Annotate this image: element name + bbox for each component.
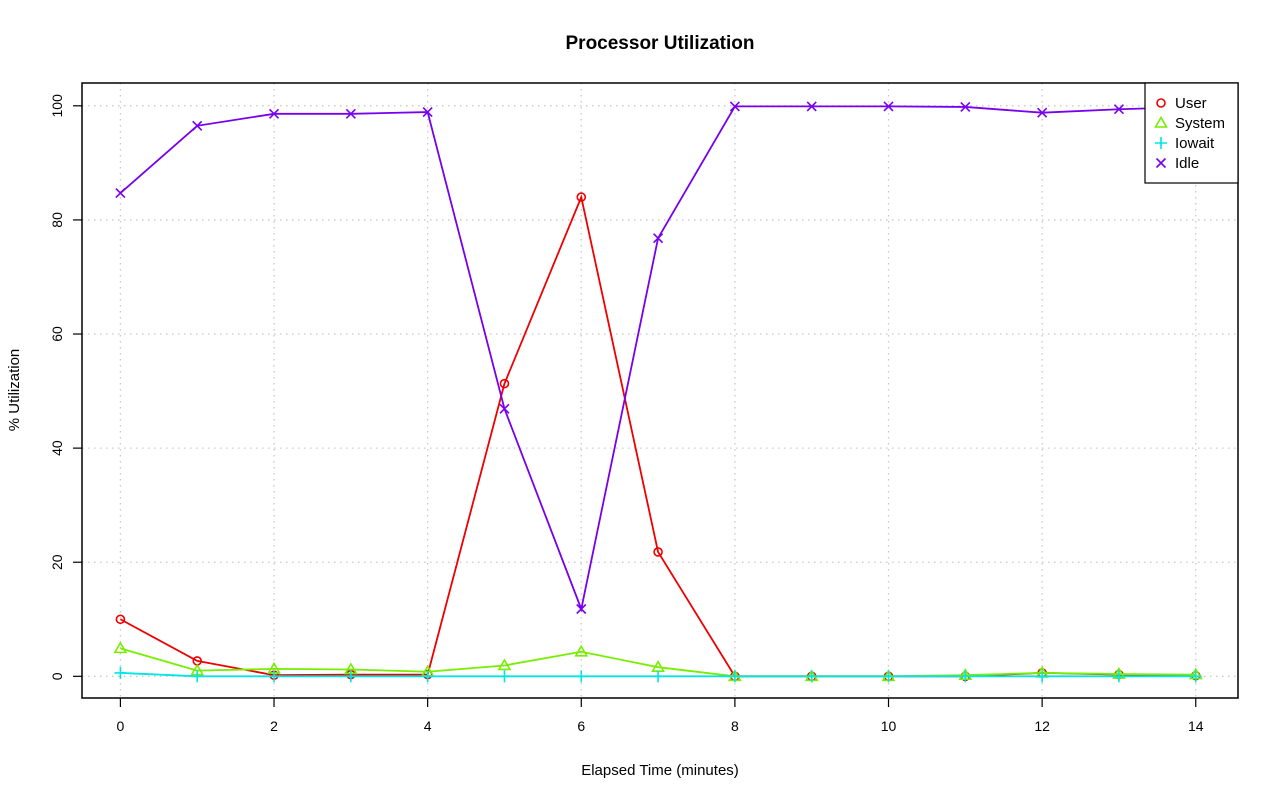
point-idle [115,188,126,199]
series-line-idle [119,105,1196,613]
series-layer [113,101,1203,683]
y-tick-label: 100 [49,94,65,118]
x-axis-label: Elapsed Time (minutes) [581,762,739,779]
axes: 0 2 4 6 8 10 12 14 0 20 40 60 80 100 [49,94,1204,734]
y-tick-label: 60 [49,326,65,342]
point-iowait [652,670,665,683]
point-idle [345,108,356,119]
legend-label-user: User [1175,95,1207,112]
legend-label-idle: Idle [1175,155,1199,172]
y-axis-label: % Utilization [6,349,23,432]
series-line-user [119,194,1196,678]
x-tick-label: 0 [117,718,125,734]
point-iowait [728,670,741,683]
point-iowait [498,670,511,683]
point-idle [653,233,664,244]
x-tick-label: 6 [577,718,585,734]
chart-title: Processor Utilization [566,33,755,54]
point-idle [1113,104,1125,115]
point-user [576,192,587,202]
point-system [497,658,512,671]
x-tick-label: 2 [270,718,278,734]
legend-marker-user [1156,98,1166,108]
point-iowait [421,670,434,683]
point-iowait [575,670,588,683]
y-tick-label: 40 [49,440,65,456]
series-iowait [114,666,1202,683]
point-user [499,378,510,389]
point-iowait [114,666,127,679]
point-system [574,644,589,657]
point-iowait [959,670,972,683]
legend-marker-system [1154,115,1168,128]
legend: User System Iowait Idle [1144,82,1239,184]
x-tick-label: 14 [1188,718,1204,734]
point-idle [1037,107,1048,118]
y-tick-label: 0 [49,672,65,680]
point-idle [883,101,894,112]
point-idle [960,101,971,113]
plot-frame [81,82,1239,699]
point-iowait [191,670,204,683]
series-user [115,192,1201,682]
point-idle [192,120,203,131]
legend-marker-iowait [1155,137,1167,149]
point-iowait [882,670,895,683]
x-tick-label: 4 [424,718,432,734]
point-iowait [805,670,818,683]
point-iowait [1036,670,1049,683]
point-iowait [268,670,281,683]
point-idle [806,101,817,112]
point-user [115,614,126,625]
y-tick-label: 20 [49,554,65,570]
series-idle [115,101,1201,615]
legend-label-system: System [1175,115,1225,132]
point-idle [422,107,433,118]
y-tick-label: 80 [49,212,65,228]
point-idle [729,101,740,112]
legend-marker-idle [1155,157,1167,169]
series-line-system [120,647,1196,678]
point-idle [499,403,510,414]
x-tick-label: 10 [881,718,897,734]
point-idle [268,108,280,119]
legend-label-iowait: Iowait [1175,135,1215,152]
point-system [113,641,128,654]
point-idle [576,603,587,615]
point-iowait [1189,670,1202,683]
point-iowait [344,670,357,683]
x-tick-label: 8 [731,718,739,734]
point-user [653,547,663,557]
grid-lines [82,83,1238,698]
point-iowait [1112,670,1125,683]
x-tick-label: 12 [1034,718,1050,734]
